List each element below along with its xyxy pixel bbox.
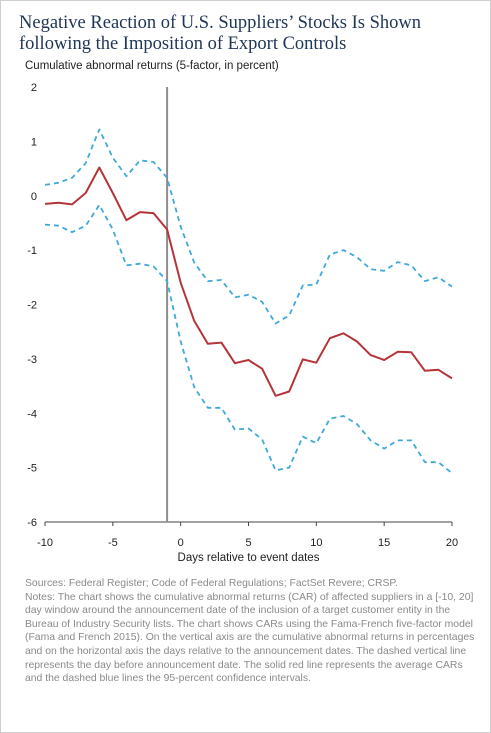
y-tick-label: 2 (31, 82, 37, 94)
chart-title-line-1: Negative Reaction of U.S. Suppliers’ Sto… (19, 13, 421, 33)
x-tick-label: -5 (108, 537, 118, 549)
x-tick-label: 0 (178, 537, 184, 549)
x-tick-label: -10 (37, 537, 53, 549)
confidence-bound-line (44, 204, 453, 474)
x-tick-label: 5 (245, 537, 251, 549)
x-tick-label: 15 (378, 537, 390, 549)
y-tick-label: -6 (27, 517, 37, 529)
average-car-line (44, 166, 453, 397)
x-tick-label: 20 (446, 537, 458, 549)
chart-title: Negative Reaction of U.S. Suppliers’ Sto… (19, 13, 479, 55)
y-tick-label: -5 (27, 463, 37, 475)
y-tick-label: -3 (27, 354, 37, 366)
y-tick-label: 1 (31, 136, 37, 148)
y-axis-label: Cumulative abnormal returns (5-factor, i… (25, 60, 279, 72)
y-tick-label: -4 (27, 408, 37, 420)
sources-text: Sources: Federal Register; Code of Feder… (25, 578, 398, 589)
chart-notes: Sources: Federal Register; Code of Feder… (25, 577, 475, 686)
chart-title-line-2: following the Imposition of Export Contr… (19, 34, 347, 54)
x-axis-label: Days relative to event dates (178, 552, 320, 564)
x-tick-label: 10 (310, 537, 322, 549)
notes-text: Notes: The chart shows the cumulative ab… (25, 591, 475, 685)
confidence-bound-line (44, 128, 453, 325)
y-tick-label: -1 (27, 245, 37, 257)
y-tick-label: 0 (31, 191, 37, 203)
y-tick-label: -2 (27, 300, 37, 312)
